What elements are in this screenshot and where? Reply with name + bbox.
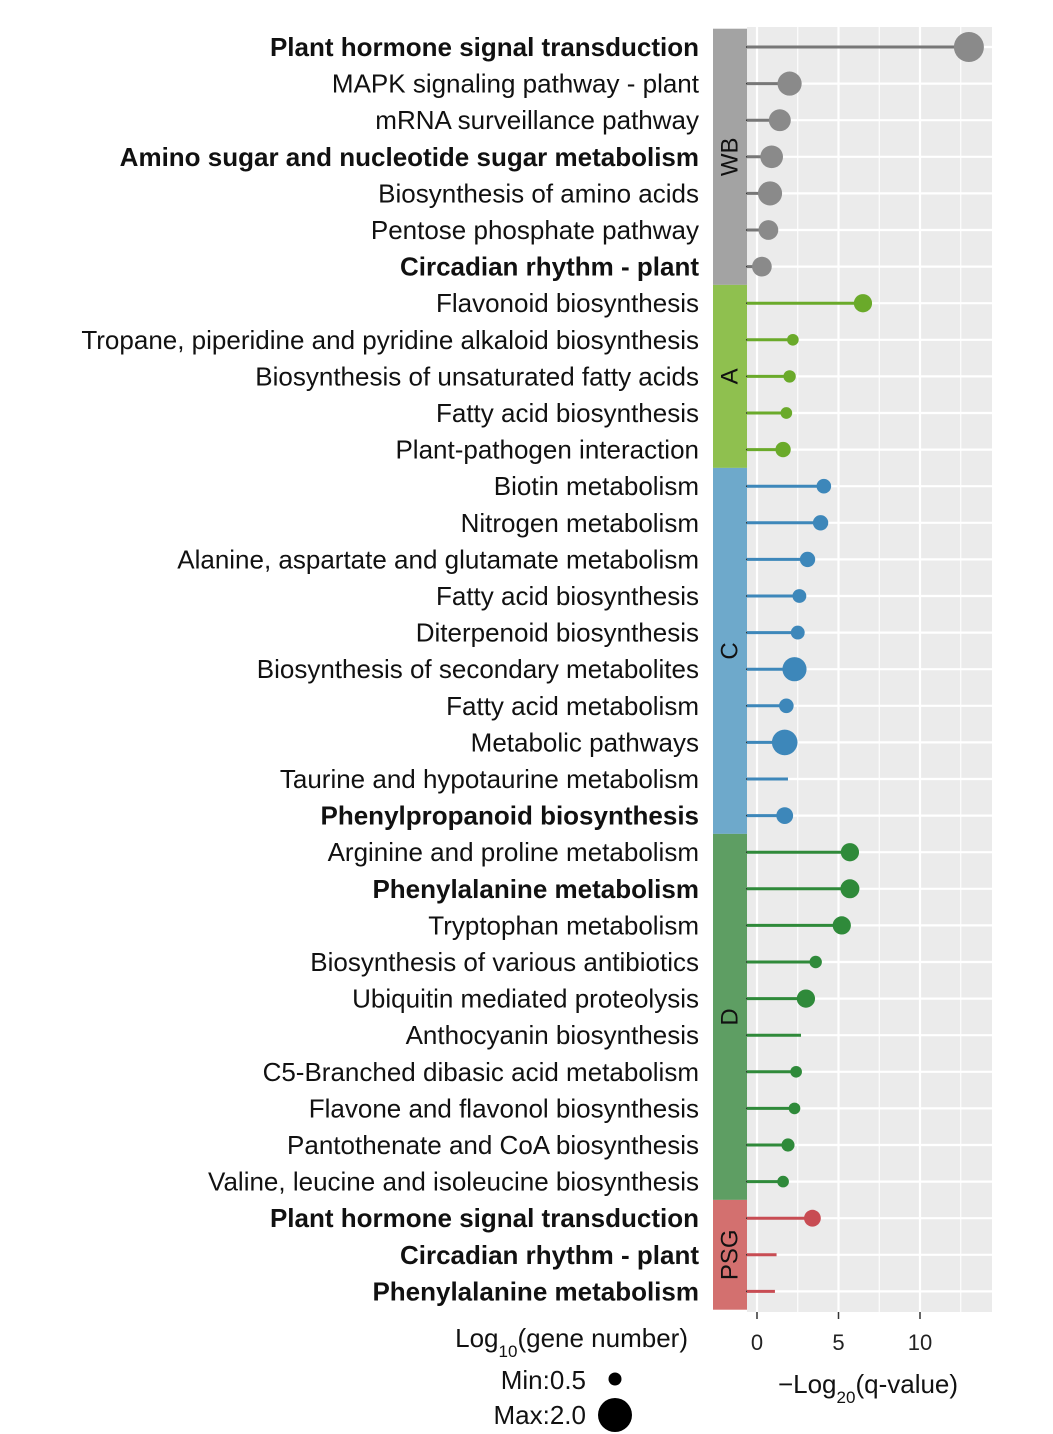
x-axis-title-suffix: (q-value) bbox=[855, 1369, 958, 1399]
category-label: Fatty acid biosynthesis bbox=[436, 581, 699, 611]
group-strip-c bbox=[713, 467, 747, 834]
category-label: Phenylpropanoid biosynthesis bbox=[321, 801, 700, 831]
size-legend-min-label: Min:0.5 bbox=[501, 1365, 586, 1395]
lollipop-dot-plant-hormone-signal-transduction bbox=[953, 32, 984, 62]
lollipop-dot-tropane-piperidine-and-pyridine-alkaloid-biosynthesis bbox=[787, 333, 799, 346]
lollipop-dot-biosynthesis-of-secondary-metabolites bbox=[782, 657, 807, 682]
x-tick-label: 0 bbox=[751, 1330, 763, 1355]
lollipop-dot-biosynthesis-of-amino-acids bbox=[757, 181, 783, 206]
group-strips bbox=[713, 28, 747, 1310]
category-label: Pantothenate and CoA biosynthesis bbox=[287, 1130, 699, 1160]
lollipop-dot-phenylpropanoid-biosynthesis bbox=[776, 807, 794, 824]
category-label: Circadian rhythm - plant bbox=[400, 1240, 699, 1270]
lollipop-dot-fatty-acid-biosynthesis bbox=[792, 589, 807, 603]
size-legend-title: Log10(gene number) bbox=[455, 1323, 688, 1361]
category-label: Circadian rhythm - plant bbox=[400, 252, 699, 282]
group-strip-psg bbox=[713, 1199, 747, 1310]
lollipop-dot-fatty-acid-biosynthesis bbox=[780, 407, 793, 419]
category-label: Biotin metabolism bbox=[494, 471, 699, 501]
category-label: mRNA surveillance pathway bbox=[375, 105, 699, 135]
category-label: Tryptophan metabolism bbox=[428, 910, 699, 940]
x-axis-title-main: −Log bbox=[778, 1369, 837, 1399]
category-label: Anthocyanin biosynthesis bbox=[406, 1020, 699, 1050]
lollipop-dot-pantothenate-and-coa-biosynthesis bbox=[781, 1138, 795, 1152]
category-label: C5-Branched dibasic acid metabolism bbox=[263, 1057, 699, 1087]
category-label: Phenylalanine metabolism bbox=[372, 1276, 699, 1306]
lollipop-dot-nitrogen-metabolism bbox=[812, 515, 829, 531]
lollipop-dot-plant-hormone-signal-transduction bbox=[804, 1209, 821, 1227]
category-label: Plant hormone signal transduction bbox=[270, 1203, 699, 1233]
group-label-psg: PSG bbox=[717, 1229, 744, 1280]
category-label: Phenylalanine metabolism bbox=[372, 874, 699, 904]
lollipop-dot-ubiquitin-mediated-proteolysis bbox=[796, 989, 816, 1008]
lollipop-marks bbox=[746, 32, 984, 1293]
category-labels: WB Plant hormone signal transduction MAPK … bbox=[81, 32, 743, 1306]
lollipop-dot-mrna-surveillance-pathway bbox=[768, 109, 791, 132]
lollipop-dot-circadian-rhythm-plant bbox=[752, 256, 772, 277]
lollipop-dot-alanine-aspartate-and-glutamate-metabolism bbox=[799, 551, 816, 568]
size-legend: Log10(gene number) Min:0.5 Max:2.0 bbox=[455, 1323, 688, 1432]
group-strip-a bbox=[713, 284, 747, 468]
lollipop-dot-valine-leucine-and-isoleucine-biosynthesis bbox=[777, 1175, 789, 1188]
category-label: Pentose phosphate pathway bbox=[371, 215, 699, 245]
size-legend-title-subscript: 10 bbox=[499, 1342, 518, 1361]
group-label-c: C bbox=[717, 642, 744, 659]
category-label: Flavonoid biosynthesis bbox=[436, 288, 699, 318]
category-label: Biosynthesis of secondary metabolites bbox=[257, 654, 699, 684]
category-label: Valine, leucine and isoleucine biosynthe… bbox=[208, 1167, 699, 1197]
lollipop-dot-amino-sugar-and-nucleotide-sugar-metabolism bbox=[760, 145, 784, 169]
category-label: Plant hormone signal transduction bbox=[270, 32, 699, 62]
lollipop-dot-biotin-metabolism bbox=[816, 478, 832, 494]
lollipop-dot-diterpenoid-biosynthesis bbox=[790, 625, 805, 640]
lollipop-dot-metabolic-pathways bbox=[771, 729, 798, 756]
lollipop-dot-flavonoid-biosynthesis bbox=[853, 294, 873, 313]
group-strip-d bbox=[713, 833, 747, 1200]
size-legend-title-suffix: (gene number) bbox=[517, 1323, 688, 1353]
category-label: Amino sugar and nucleotide sugar metabol… bbox=[120, 142, 699, 172]
category-label: Biosynthesis of unsaturated fatty acids bbox=[255, 361, 699, 391]
group-label-d: D bbox=[717, 1008, 744, 1025]
category-label: Tropane, piperidine and pyridine alkaloi… bbox=[81, 325, 699, 355]
category-label: Nitrogen metabolism bbox=[461, 508, 699, 538]
x-tick-label: 5 bbox=[832, 1330, 844, 1355]
category-label: Plant-pathogen interaction bbox=[395, 435, 699, 465]
category-label: Biosynthesis of amino acids bbox=[378, 178, 699, 208]
category-label: Fatty acid biosynthesis bbox=[436, 398, 699, 428]
size-legend-max-dot bbox=[598, 1398, 632, 1432]
lollipop-dot-biosynthesis-of-various-antibiotics bbox=[809, 955, 822, 969]
lollipop-dot-fatty-acid-metabolism bbox=[779, 698, 794, 714]
category-label: Taurine and hypotaurine metabolism bbox=[280, 764, 699, 794]
category-label: Diterpenoid biosynthesis bbox=[416, 618, 699, 648]
lollipop-dot-flavone-and-flavonol-biosynthesis bbox=[788, 1102, 801, 1115]
x-axis-title: −Log20(q-value) bbox=[778, 1369, 958, 1407]
category-label: Alanine, aspartate and glutamate metabol… bbox=[177, 544, 699, 574]
lollipop-dot-arginine-and-proline-metabolism bbox=[840, 843, 860, 862]
category-label: Ubiquitin mediated proteolysis bbox=[352, 984, 699, 1014]
category-label: MAPK signaling pathway - plant bbox=[332, 69, 700, 99]
size-legend-min-dot bbox=[608, 1372, 622, 1386]
x-axis-title-subscript: 20 bbox=[837, 1388, 856, 1407]
size-legend-max-label: Max:2.0 bbox=[494, 1400, 587, 1430]
lollipop-dot-phenylalanine-metabolism bbox=[840, 879, 860, 899]
x-axis: 0 5 10 −Log20(q-value) bbox=[751, 1312, 958, 1407]
lollipop-dot-plant-pathogen-interaction bbox=[775, 441, 791, 458]
x-tick-label: 10 bbox=[908, 1330, 932, 1355]
group-label-a: A bbox=[717, 368, 744, 384]
category-label: Metabolic pathways bbox=[471, 727, 699, 757]
group-strip-wb bbox=[713, 28, 747, 285]
category-label: Biosynthesis of various antibiotics bbox=[310, 947, 699, 977]
category-label: Arginine and proline metabolism bbox=[328, 837, 699, 867]
category-label: Fatty acid metabolism bbox=[446, 691, 699, 721]
lollipop-dot-biosynthesis-of-unsaturated-fatty-acids bbox=[783, 370, 796, 383]
lollipop-dot-mapk-signaling-pathway-plant bbox=[777, 71, 802, 96]
lollipop-dot-c5-branched-dibasic-acid-metabolism bbox=[790, 1065, 802, 1078]
group-label-wb: WB bbox=[717, 137, 744, 176]
lollipop-dot-tryptophan-metabolism bbox=[832, 916, 851, 935]
size-legend-title-main: Log bbox=[455, 1323, 498, 1353]
category-label: Flavone and flavonol biosynthesis bbox=[309, 1093, 699, 1123]
lollipop-dot-pentose-phosphate-pathway bbox=[758, 220, 779, 240]
